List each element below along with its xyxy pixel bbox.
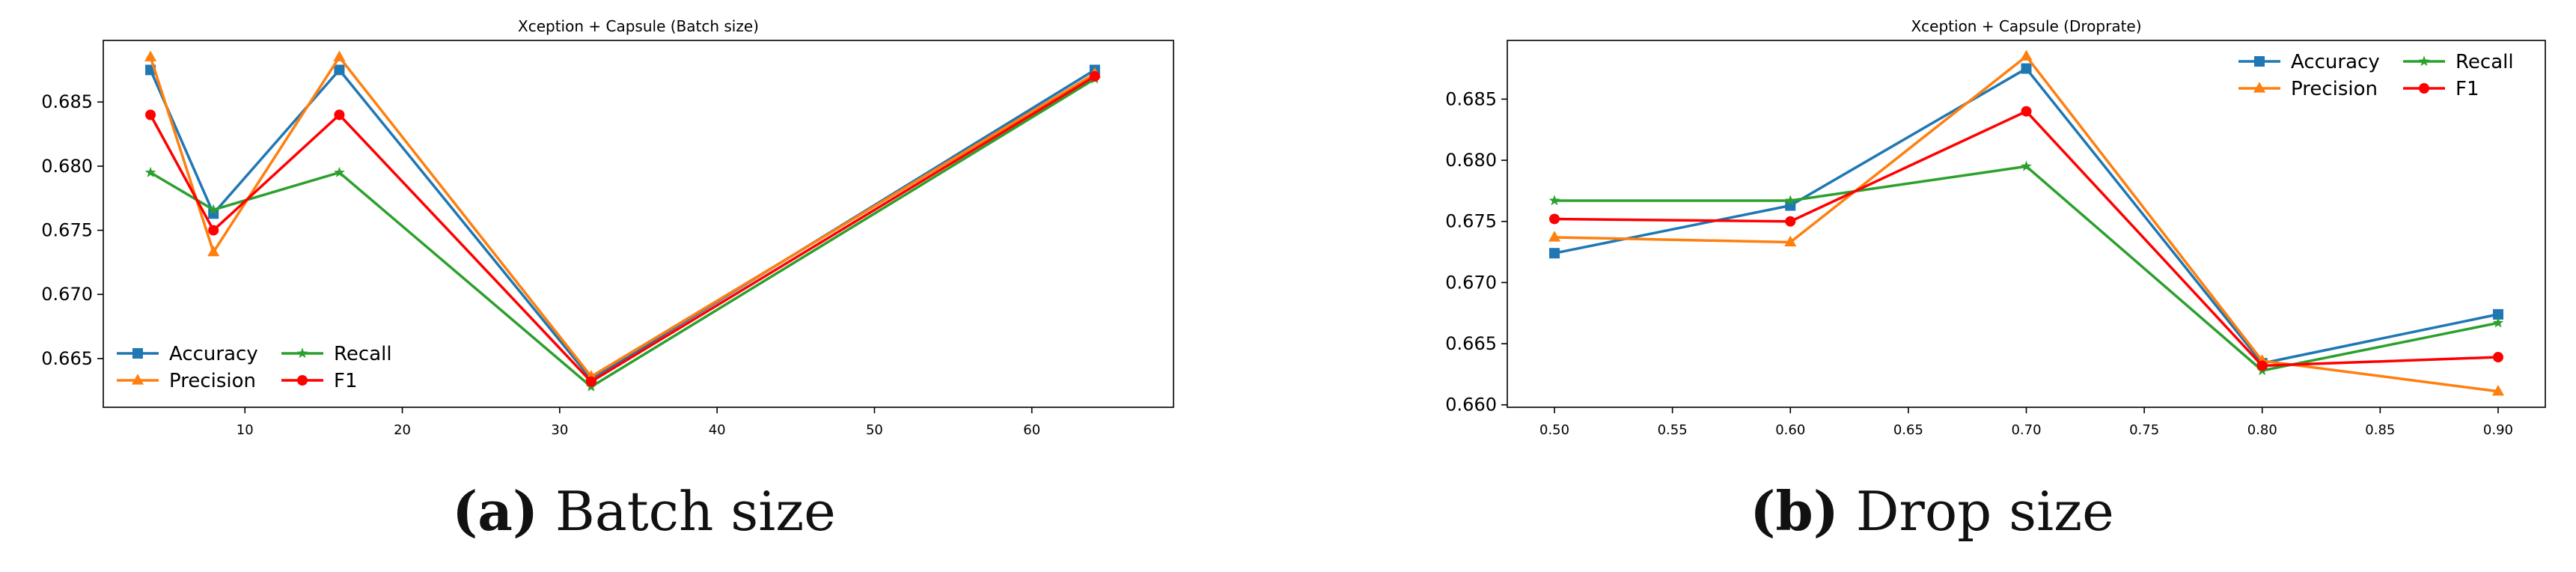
figure-batch-size: Xception + Capsule (Batch size) 0.665 0.67… — [0, 17, 1288, 543]
x-tick-label: 60 — [1023, 422, 1040, 438]
legend-label-accuracy: Accuracy — [169, 343, 258, 365]
data-point-accuracy — [2492, 308, 2503, 320]
data-point-f1 — [1549, 213, 1560, 225]
x-tick-label: 10 — [236, 422, 254, 438]
x-tick-label: 0.55 — [1658, 422, 1688, 438]
legend-marker-precision — [131, 374, 144, 385]
x-tick-label: 0.70 — [2011, 422, 2041, 438]
chart-drop-size: Xception + Capsule (Droprate) 0.660 0.665 0… — [1445, 17, 2546, 438]
x-tick-label: 0.75 — [2129, 422, 2159, 438]
data-point-recall — [334, 166, 345, 177]
plot-frame — [1507, 40, 2546, 408]
data-point-precision — [207, 245, 220, 257]
data-point-recall — [2021, 160, 2032, 171]
x-tick-label: 50 — [866, 422, 883, 438]
data-point-f1 — [2256, 360, 2268, 371]
y-tick-label: 0.680 — [41, 156, 93, 177]
data-point-accuracy — [1549, 248, 1560, 259]
x-tick-label: 0.85 — [2365, 422, 2395, 438]
legend-label-precision: Precision — [2291, 78, 2378, 100]
caption-b-tag: (b) — [1750, 479, 1839, 543]
data-point-f1 — [1089, 70, 1100, 82]
y-tick-label: 0.680 — [1445, 150, 1497, 171]
legend-marker-recall — [296, 347, 308, 359]
legend-marker-precision — [2253, 82, 2266, 93]
chart-batch-size: Xception + Capsule (Batch size) 0.665 0.67… — [41, 17, 1174, 438]
figure-drop-size: Xception + Capsule (Droprate) 0.660 0.665 0… — [1288, 0, 2576, 572]
legend-label-f1: F1 — [334, 370, 358, 392]
x-tick-label: 0.50 — [1539, 422, 1569, 438]
x-tick-label: 0.90 — [2483, 422, 2513, 438]
data-point-precision — [1784, 235, 1797, 247]
data-point-accuracy — [208, 208, 219, 219]
data-point-accuracy — [334, 64, 345, 76]
series-line-precision — [149, 55, 1096, 378]
legend-label-accuracy: Accuracy — [2291, 51, 2380, 73]
legend-marker-accuracy — [2254, 56, 2265, 67]
caption-b-text: Drop size — [1855, 480, 2114, 543]
y-tick-label: 0.670 — [1445, 272, 1497, 293]
legend-marker-f1 — [297, 375, 308, 386]
legend-marker-f1 — [2419, 83, 2429, 94]
plot-frame — [103, 40, 1174, 408]
data-point-precision — [1548, 231, 1561, 242]
data-point-precision — [2020, 49, 2033, 61]
legend-marker-recall — [2418, 55, 2430, 67]
series-line-f1 — [1554, 109, 2499, 368]
y-tick-label: 0.675 — [41, 220, 93, 241]
data-point-f1 — [2021, 106, 2032, 117]
legend-marker-accuracy — [132, 348, 143, 359]
y-tick-label: 0.685 — [1445, 88, 1497, 109]
legend-label-precision: Precision — [169, 370, 256, 392]
legend-label-recall: Recall — [334, 343, 392, 365]
data-point-recall — [144, 166, 156, 177]
x-tick-label: 30 — [551, 422, 568, 438]
data-point-precision — [144, 50, 157, 61]
data-point-f1 — [585, 376, 596, 387]
chart-title: Xception + Capsule (Droprate) — [1911, 17, 2141, 35]
x-tick-label: 0.65 — [1893, 422, 1923, 438]
caption-a: (a) Batch size — [0, 479, 1288, 543]
series-line-recall — [1554, 165, 2499, 372]
caption-a-tag: (a) — [452, 479, 539, 543]
y-tick-label: 0.685 — [41, 91, 93, 112]
data-point-accuracy — [2021, 63, 2032, 74]
data-point-f1 — [208, 225, 219, 236]
data-point-f1 — [2492, 352, 2503, 363]
data-point-recall — [2492, 317, 2504, 328]
data-point-recall — [207, 204, 219, 215]
data-point-f1 — [334, 109, 345, 121]
series-line-accuracy — [149, 68, 1096, 381]
data-point-f1 — [1785, 216, 1796, 227]
x-tick-label: 20 — [394, 422, 411, 438]
x-tick-label: 0.80 — [2247, 422, 2277, 438]
y-tick-label: 0.665 — [1445, 333, 1497, 354]
data-point-recall — [1784, 195, 1796, 206]
y-tick-label: 0.660 — [1445, 395, 1497, 416]
legend-label-f1: F1 — [2456, 78, 2479, 100]
chart-title: Xception + Capsule (Batch size) — [518, 17, 759, 35]
caption-a-text: Batch size — [555, 480, 836, 543]
y-tick-label: 0.665 — [41, 348, 93, 369]
data-point-f1 — [145, 109, 156, 121]
legend-label-recall: Recall — [2456, 51, 2514, 73]
data-point-recall — [1548, 195, 1560, 206]
x-tick-label: 0.60 — [1775, 422, 1805, 438]
caption-b: (b) Drop size — [1288, 479, 2576, 543]
y-tick-label: 0.670 — [41, 284, 93, 305]
data-point-precision — [333, 50, 346, 61]
x-tick-label: 40 — [709, 422, 726, 438]
data-point-precision — [2491, 385, 2505, 396]
y-tick-label: 0.675 — [1445, 211, 1497, 232]
